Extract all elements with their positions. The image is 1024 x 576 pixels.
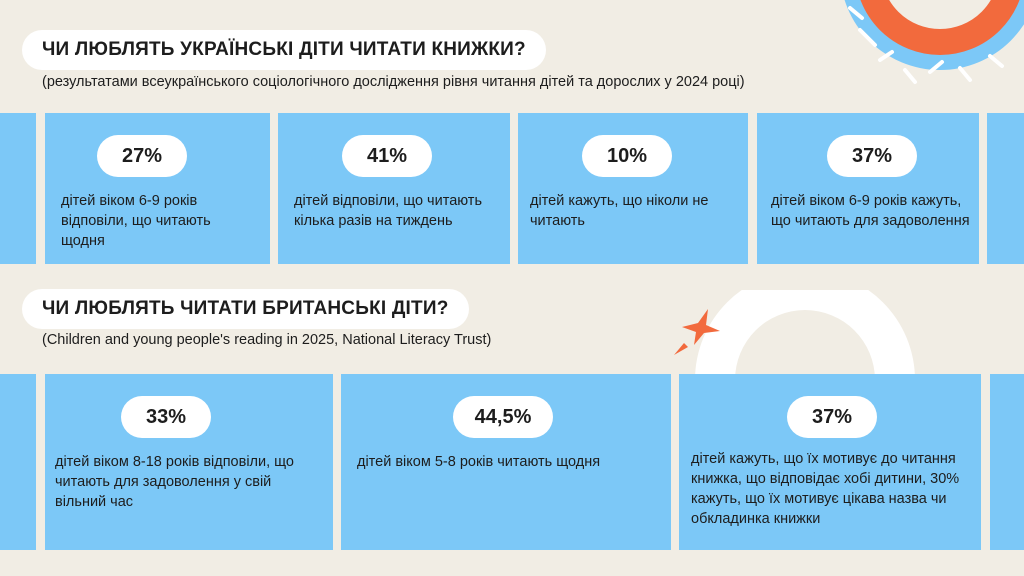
decorative-ring-top — [844, 0, 1024, 84]
stat-value: 41% — [342, 135, 432, 177]
stat-value: 37% — [787, 396, 877, 438]
stat-card: 44,5% дітей віком 5-8 років читають щодн… — [341, 374, 671, 550]
stat-card: 27% дітей віком 6-9 років відповіли, що … — [45, 113, 270, 264]
sparkle-icon — [674, 309, 720, 355]
card-edge-right — [990, 374, 1024, 550]
stat-description: дітей відповіли, що читають кілька разів… — [294, 193, 483, 229]
stat-value: 37% — [827, 135, 917, 177]
section-subtitle-ukraine: (результатами всеукраїнського соціологіч… — [42, 74, 745, 90]
stat-card: 37% дітей віком 6-9 років кажуть, що чит… — [757, 113, 979, 264]
stat-description: дітей віком 8-18 років відповіли, що чит… — [55, 454, 294, 510]
card-edge-left — [0, 374, 36, 550]
section-title-britain: ЧИ ЛЮБЛЯТЬ ЧИТАТИ БРИТАНСЬКІ ДІТИ? — [22, 289, 469, 329]
stat-value: 33% — [121, 396, 211, 438]
stat-description: дітей віком 6-9 років кажуть, що читають… — [771, 193, 970, 229]
stat-card: 41% дітей відповіли, що читають кілька р… — [278, 113, 510, 264]
stat-value: 10% — [582, 135, 672, 177]
stat-description: дітей віком 6-9 років відповіли, що чита… — [61, 193, 211, 249]
stat-card: 10% дітей кажуть, що ніколи не читають — [518, 113, 748, 264]
stat-value: 27% — [97, 135, 187, 177]
card-edge-right — [987, 113, 1024, 264]
stat-value: 44,5% — [453, 396, 553, 438]
stat-description: дітей кажуть, що ніколи не читають — [530, 193, 709, 229]
stat-description: дітей віком 5-8 років читають щодня — [357, 454, 601, 470]
decorative-half-circle — [695, 290, 915, 380]
card-edge-left — [0, 113, 36, 264]
stat-card: 37% дітей кажуть, що їх мотивує до читан… — [679, 374, 981, 550]
section-title-ukraine: ЧИ ЛЮБЛЯТЬ УКРАЇНСЬКІ ДІТИ ЧИТАТИ КНИЖКИ… — [22, 30, 546, 70]
stat-description: дітей кажуть, що їх мотивує до читання к… — [691, 451, 960, 527]
stat-card: 33% дітей віком 8-18 років відповіли, що… — [45, 374, 333, 550]
section-subtitle-britain: (Children and young people's reading in … — [42, 332, 492, 348]
